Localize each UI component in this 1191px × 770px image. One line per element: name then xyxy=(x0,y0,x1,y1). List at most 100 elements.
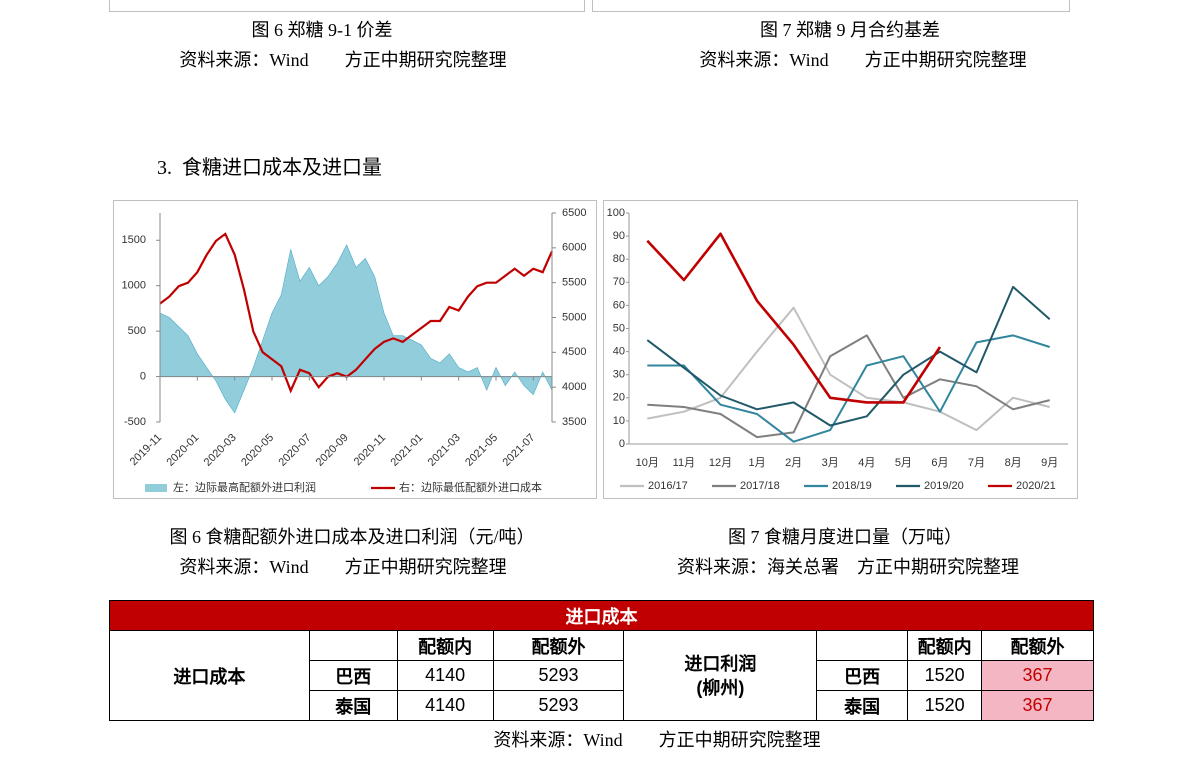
cell xyxy=(308,630,398,661)
y-tick-label: 50 xyxy=(613,322,625,334)
figure-source: 资料来源：Wind 方正中期研究院整理 xyxy=(179,557,507,577)
y2-tick-label: 5000 xyxy=(562,311,586,323)
y-tick-label: 90 xyxy=(613,230,625,242)
legend-label: 左：边际最高配额外进口利润 xyxy=(173,480,316,494)
cell xyxy=(816,630,909,661)
y2-tick-label: 6000 xyxy=(562,242,586,254)
cell: 4140 xyxy=(396,660,494,691)
x-tick-label: 6月 xyxy=(931,457,948,469)
figure-caption: 图 6 郑糖 9-1 价差 xyxy=(251,20,393,40)
area xyxy=(159,244,553,414)
legend-label: 右：边际最低配额外进口成本 xyxy=(399,480,542,494)
figure-caption: 图 6 食糖配额外进口成本及进口利润（元/吨） xyxy=(169,527,535,547)
x-tick-label: 2020-09 xyxy=(314,432,351,469)
section-heading: 3. 食糖进口成本及进口量 xyxy=(157,157,382,179)
x-tick-label: 2020-07 xyxy=(276,432,313,469)
column-header: 配额内 xyxy=(396,630,494,661)
cell: 1520 xyxy=(907,690,983,721)
chart: 0 10 20 30 40 50 60 70 80 90 100 10月 11月 12月 1月 2月 3月 4月 5… xyxy=(603,200,1078,499)
x-tick-label: 11月 xyxy=(673,457,695,469)
y-tick-label: 0 xyxy=(619,438,625,450)
x-tick-label: 2020-05 xyxy=(239,432,276,469)
figure-source: 资料来源：Wind 方正中期研究院整理 xyxy=(179,50,507,70)
legend-swatch xyxy=(145,484,167,492)
y2-tick-label: 3500 xyxy=(562,416,586,428)
x-tick-label: 2021-07 xyxy=(500,432,537,469)
x-tick-label: 2020-11 xyxy=(352,432,388,468)
y-tick-label: 70 xyxy=(613,276,625,288)
figure-source: 资料来源：Wind 方正中期研究院整理 xyxy=(699,50,1027,70)
y-tick-label: 1000 xyxy=(122,280,146,292)
label-line: (柳州) xyxy=(696,677,745,698)
x-tick-label: 5月 xyxy=(895,457,912,469)
label-line: 进口利润 xyxy=(684,653,757,674)
chart-frame xyxy=(113,200,597,499)
table-source: 资料来源：Wind 方正中期研究院整理 xyxy=(493,730,821,750)
row-label: 巴西 xyxy=(308,660,398,691)
cell: 4140 xyxy=(396,690,494,721)
x-tick-label: 3月 xyxy=(822,457,839,469)
row-label: 泰国 xyxy=(308,690,398,721)
legend-label: 2019/20 xyxy=(924,480,964,492)
row-label: 泰国 xyxy=(816,690,909,721)
x-tick-label: 1月 xyxy=(748,457,765,469)
column-header: 配额外 xyxy=(492,630,625,661)
cell: 1520 xyxy=(907,660,983,691)
y2-tick-label: 4500 xyxy=(562,346,586,358)
y-tick-label: 0 xyxy=(140,370,146,382)
table-title: 进口成本 xyxy=(109,600,1094,631)
row-label: 巴西 xyxy=(816,660,909,691)
row-group-label: 进口成本 xyxy=(109,630,310,721)
y2-tick-label: 4000 xyxy=(562,381,586,393)
y-tick-label: 10 xyxy=(613,415,625,427)
y-tick-label: 500 xyxy=(128,325,146,337)
y-tick-label: 30 xyxy=(613,369,625,381)
legend-label: 2017/18 xyxy=(740,480,780,492)
column-header: 配额外 xyxy=(981,630,1094,661)
x-tick-label: 8月 xyxy=(1005,457,1022,469)
cell: 5293 xyxy=(492,660,625,691)
legend-label: 2020/21 xyxy=(1016,480,1056,492)
line xyxy=(646,232,942,404)
chart-frame xyxy=(603,200,1078,499)
cost-table: 进口成本 进口成本 配额内 配额外 进口利润 (柳州) 配额内 配额外 巴西 41… xyxy=(109,600,1094,721)
line xyxy=(646,285,1051,427)
y2-tick-label: 5500 xyxy=(562,277,586,289)
y-tick-label: 40 xyxy=(613,346,625,358)
x-tick-label: 7月 xyxy=(968,457,985,469)
figure-frame xyxy=(109,0,585,12)
legend-label: 2016/17 xyxy=(648,480,688,492)
x-tick-label: 2021-01 xyxy=(388,432,425,469)
y-tick-label: 100 xyxy=(607,207,625,219)
y-tick-label: -500 xyxy=(124,416,146,428)
cell: 367 xyxy=(981,660,1094,691)
legend-label: 2018/19 xyxy=(832,480,872,492)
x-tick-label: 2020-01 xyxy=(164,432,201,469)
line xyxy=(647,306,1050,432)
line xyxy=(647,334,1051,443)
figure-caption: 图 7 食糖月度进口量（万吨） xyxy=(728,527,962,547)
x-tick-label: 2月 xyxy=(785,457,802,469)
y2-tick-label: 6500 xyxy=(562,207,586,219)
x-tick-label: 9月 xyxy=(1041,457,1058,469)
x-tick-label: 2020-03 xyxy=(202,432,239,469)
y-tick-label: 1500 xyxy=(122,234,146,246)
figure-caption: 图 7 郑糖 9 月合约基差 xyxy=(760,20,940,40)
line xyxy=(159,232,554,394)
y-tick-label: 60 xyxy=(613,299,625,311)
x-tick-label: 4月 xyxy=(858,457,875,469)
x-tick-label: 2021-05 xyxy=(463,432,500,469)
x-tick-label: 12月 xyxy=(709,457,732,469)
chart: -500 0 500 1000 1500 3500 4000 4500 5000 5500 6000… xyxy=(113,200,597,499)
cell: 367 xyxy=(981,690,1094,721)
figure-source: 资料来源：海关总署 方正中期研究院整理 xyxy=(677,557,1019,577)
y-tick-label: 80 xyxy=(613,253,625,265)
x-tick-label: 2021-03 xyxy=(426,432,463,469)
x-tick-label: 10月 xyxy=(636,457,659,469)
column-header: 配额内 xyxy=(907,630,983,661)
y-tick-label: 20 xyxy=(613,392,625,404)
x-tick-label: 2019-11 xyxy=(128,432,164,468)
figure-frame xyxy=(592,0,1070,12)
row-group-label: 进口利润 (柳州) xyxy=(623,630,818,721)
